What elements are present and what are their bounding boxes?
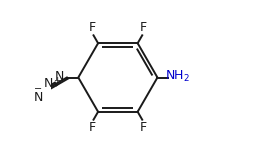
Text: F: F	[139, 121, 147, 134]
Text: NH$_2$: NH$_2$	[165, 69, 190, 84]
Text: F: F	[139, 21, 147, 34]
Text: F: F	[89, 21, 96, 34]
Text: N: N	[33, 91, 43, 104]
Text: F: F	[89, 121, 96, 134]
Text: N: N	[44, 77, 53, 90]
Text: +: +	[53, 76, 60, 85]
Text: −: −	[34, 84, 42, 94]
Text: N: N	[55, 70, 64, 83]
